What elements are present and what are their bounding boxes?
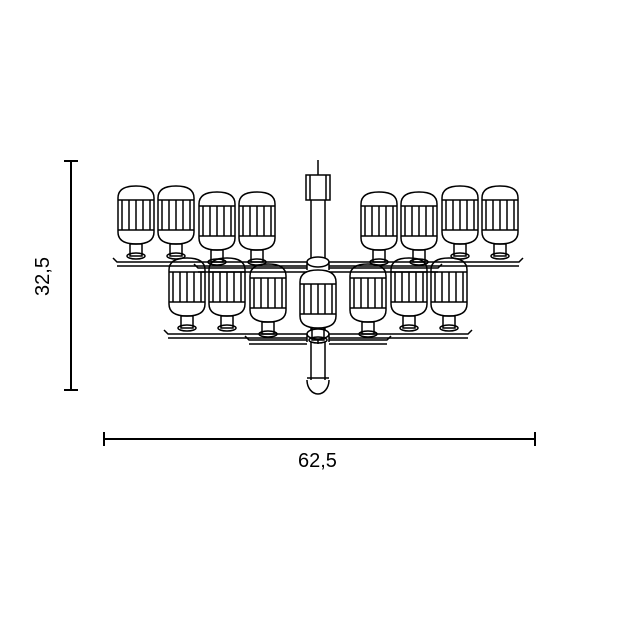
chandelier-drawing xyxy=(0,0,630,630)
diagram-container: 32,5 62,5 xyxy=(0,0,630,630)
